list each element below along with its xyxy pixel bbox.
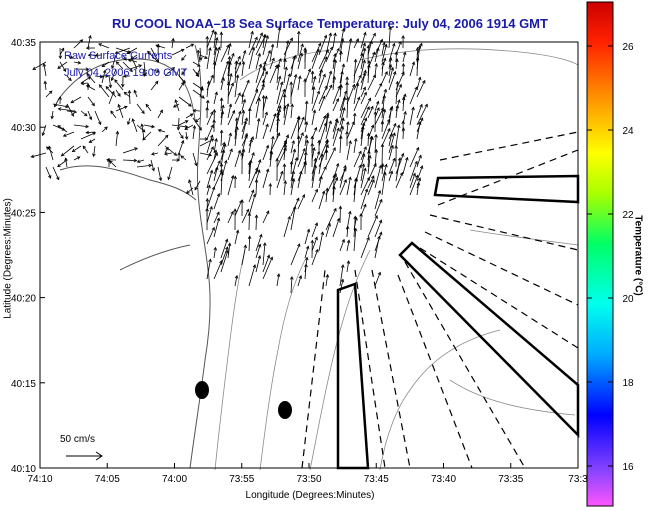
y-tick-label: 40:35 xyxy=(11,38,36,49)
colorbar-label: Temperature (°C) xyxy=(632,215,644,296)
dashed-transects xyxy=(301,131,579,469)
colorbar xyxy=(586,1,614,507)
x-tick-label: 73:45 xyxy=(364,474,389,485)
y-tick-label: 40:15 xyxy=(11,379,36,390)
x-tick-label: 74:00 xyxy=(162,474,187,485)
colorbar-tick-label: 24 xyxy=(622,126,634,137)
colorbar-tick-label: 26 xyxy=(622,42,634,53)
legend-title: Raw Surface Currents xyxy=(64,50,173,62)
y-axis-label: Latitude (Degrees:Minutes) xyxy=(2,198,14,319)
station-marker[interactable] xyxy=(278,401,292,419)
coastline xyxy=(57,44,211,469)
y-axis-ticks: 40:35 40:30 40:25 40:20 40:15 40:10 xyxy=(11,38,45,475)
x-axis-ticks: 74:10 74:05 74:00 73:55 73:50 73:45 73:40 73:35… xyxy=(27,463,588,485)
x-tick-label: 74:10 xyxy=(27,474,52,485)
scale-label: 50 cm/s xyxy=(60,434,96,445)
x-axis-label: Longitude (Degrees:Minutes) xyxy=(245,490,375,501)
x-tick-label: 73:55 xyxy=(229,474,254,485)
y-tick-label: 40:30 xyxy=(11,123,36,134)
x-tick-label: 74:05 xyxy=(95,474,120,485)
scale-arrow xyxy=(66,451,103,461)
y-tick-label: 40:25 xyxy=(11,208,36,219)
colorbar-tick-label: 16 xyxy=(622,462,634,473)
y-tick-label: 40:10 xyxy=(11,464,36,475)
solid-transects xyxy=(336,174,580,470)
x-tick-label: 73:40 xyxy=(431,474,456,485)
x-tick-label: 73:3 xyxy=(568,474,588,485)
y-tick-label: 40:20 xyxy=(11,294,36,305)
x-tick-label: 73:35 xyxy=(498,474,523,485)
x-tick-label: 73:50 xyxy=(296,474,321,485)
colorbar-tick-label: 20 xyxy=(622,294,634,305)
legend-timestamp: July 04, 2006 19:00 GMT xyxy=(64,67,188,79)
colorbar-tick-label: 18 xyxy=(622,378,634,389)
colorbar-tick-label: 22 xyxy=(622,210,634,221)
map-title: RU COOL NOAA–18 Sea Surface Temperature:… xyxy=(112,16,548,31)
surface-current-vectors xyxy=(30,26,428,294)
station-marker[interactable] xyxy=(195,381,209,399)
colorbar-ticks: 26 24 22 20 18 16 xyxy=(587,42,634,473)
